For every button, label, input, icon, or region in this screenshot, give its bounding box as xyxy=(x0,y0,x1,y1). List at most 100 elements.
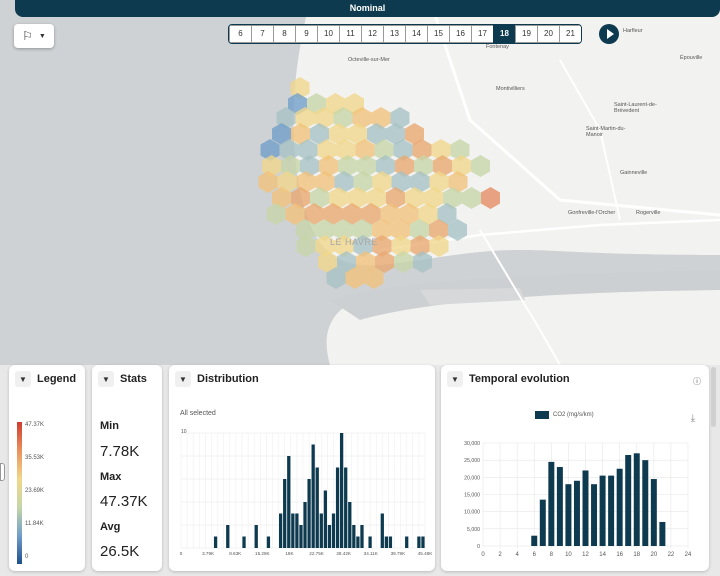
hour-button-9[interactable]: 9 xyxy=(295,25,318,43)
hour-button-18[interactable]: 18 xyxy=(493,25,516,43)
hour-bar[interactable] xyxy=(642,460,649,546)
histogram-bar[interactable] xyxy=(380,513,384,549)
hex-cell[interactable] xyxy=(329,123,348,145)
hex-cell[interactable] xyxy=(296,219,315,241)
histogram-bar[interactable] xyxy=(319,513,323,549)
histogram-bar[interactable] xyxy=(279,513,283,549)
hex-cell[interactable] xyxy=(393,139,413,161)
hex-cell[interactable] xyxy=(372,219,391,241)
hour-bar[interactable] xyxy=(625,455,632,546)
histogram-bar[interactable] xyxy=(348,502,352,548)
histogram-bar[interactable] xyxy=(315,467,319,549)
histogram-bar[interactable] xyxy=(340,433,344,548)
hex-cell[interactable] xyxy=(285,203,305,225)
hex-cell[interactable] xyxy=(334,235,354,257)
hex-cell[interactable] xyxy=(376,155,395,177)
collapse-button[interactable]: ▼ xyxy=(175,371,191,387)
hour-bar[interactable] xyxy=(650,479,657,546)
hex-cell[interactable] xyxy=(298,139,318,161)
hex-cell[interactable] xyxy=(304,203,324,225)
hex-cell[interactable] xyxy=(429,219,448,241)
download-icon[interactable]: ⤓ xyxy=(690,413,695,424)
collapse-button[interactable]: ▼ xyxy=(98,371,114,387)
hex-cell[interactable] xyxy=(353,235,373,257)
hex-cell[interactable] xyxy=(348,123,367,145)
hex-cell[interactable] xyxy=(296,235,316,257)
hour-bar[interactable] xyxy=(539,499,546,546)
hex-cell[interactable] xyxy=(260,139,280,161)
histogram-bar[interactable] xyxy=(242,536,246,549)
hour-button-6[interactable]: 6 xyxy=(229,25,252,43)
histogram-bar[interactable] xyxy=(213,536,218,549)
distribution-histogram[interactable]: 10 0 3.79K 8.63K 15.28K 18K 22.75K 28.42K 34.11K… xyxy=(169,365,435,571)
hour-bar[interactable] xyxy=(591,484,598,546)
hex-cell[interactable] xyxy=(290,77,310,99)
histogram-bar[interactable] xyxy=(226,525,230,548)
hex-cell[interactable] xyxy=(413,251,432,273)
histogram-bar[interactable] xyxy=(352,525,356,548)
hex-cell[interactable] xyxy=(353,219,372,241)
hex-cell[interactable] xyxy=(266,203,286,225)
hex-cell[interactable] xyxy=(380,203,400,225)
hex-cell[interactable] xyxy=(356,251,375,273)
hex-cell[interactable] xyxy=(452,155,471,177)
collapse-button[interactable]: ▼ xyxy=(447,371,463,387)
histogram-bar[interactable] xyxy=(323,490,327,549)
hex-cell[interactable] xyxy=(338,155,357,177)
hex-cell[interactable] xyxy=(414,155,433,177)
hour-button-7[interactable]: 7 xyxy=(251,25,274,43)
hour-bar[interactable] xyxy=(565,484,572,546)
hour-bar[interactable] xyxy=(616,468,623,546)
hex-cell[interactable] xyxy=(448,219,467,241)
hour-button-12[interactable]: 12 xyxy=(361,25,384,43)
hex-cell[interactable] xyxy=(334,219,353,241)
hex-cell[interactable] xyxy=(310,123,329,145)
hour-bar[interactable] xyxy=(556,467,563,546)
histogram-bar[interactable] xyxy=(421,536,425,549)
hex-cell[interactable] xyxy=(326,267,346,289)
histogram-bar[interactable] xyxy=(368,536,372,549)
histogram-bar[interactable] xyxy=(360,525,364,548)
histogram-bar[interactable] xyxy=(303,502,307,548)
histogram-bar[interactable] xyxy=(405,536,409,549)
hour-button-20[interactable]: 20 xyxy=(537,25,560,43)
hex-cell[interactable] xyxy=(412,139,432,161)
hex-cell[interactable] xyxy=(355,139,375,161)
map-view[interactable]: Montivilliers Octeville-sur-Mer Saint-La… xyxy=(0,0,720,365)
histogram-bar[interactable] xyxy=(327,525,332,548)
hour-button-14[interactable]: 14 xyxy=(405,25,428,43)
hex-cell[interactable] xyxy=(291,123,310,145)
histogram-bar[interactable] xyxy=(356,536,360,549)
hex-cell[interactable] xyxy=(258,171,278,193)
hour-bar[interactable] xyxy=(573,480,580,546)
hex-cell[interactable] xyxy=(281,155,300,177)
hour-button-15[interactable]: 15 xyxy=(427,25,450,43)
hex-cell[interactable] xyxy=(317,139,337,161)
collapse-button[interactable]: ▼ xyxy=(15,371,31,387)
histogram-bar[interactable] xyxy=(254,525,258,548)
hex-cell[interactable] xyxy=(315,235,335,257)
hex-cell[interactable] xyxy=(364,267,384,289)
hex-cell[interactable] xyxy=(410,235,430,257)
hour-button-13[interactable]: 13 xyxy=(383,25,406,43)
hex-cell[interactable] xyxy=(481,187,500,209)
hour-button-16[interactable]: 16 xyxy=(449,25,472,43)
hex-cell[interactable] xyxy=(391,235,411,257)
hour-bar[interactable] xyxy=(659,521,666,546)
hex-cell[interactable] xyxy=(386,123,405,145)
hex-cell[interactable] xyxy=(323,203,343,225)
histogram-bar[interactable] xyxy=(388,536,393,549)
hex-cell[interactable] xyxy=(450,139,470,161)
hex-cell[interactable] xyxy=(429,235,449,257)
hour-bar[interactable] xyxy=(608,475,615,546)
hex-cell[interactable] xyxy=(345,267,365,289)
hex-cell[interactable] xyxy=(410,219,429,241)
hour-bar[interactable] xyxy=(582,470,589,546)
hex-cell[interactable] xyxy=(319,155,338,177)
histogram-bar[interactable] xyxy=(307,479,311,548)
histogram-bar[interactable] xyxy=(287,456,291,548)
hex-cell[interactable] xyxy=(433,155,452,177)
scrollbar[interactable] xyxy=(711,367,716,427)
hex-cell[interactable] xyxy=(418,203,438,225)
